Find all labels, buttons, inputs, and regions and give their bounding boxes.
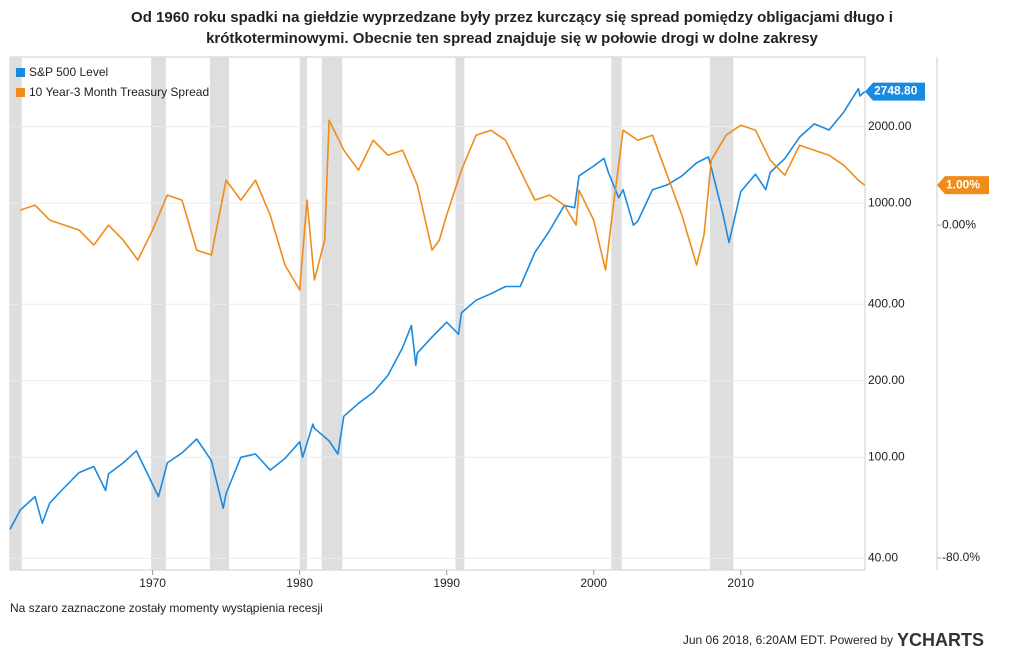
y-tick-label: 1000.00 <box>868 195 912 209</box>
legend-label: S&P 500 Level <box>29 65 108 79</box>
recession-band <box>709 57 734 570</box>
x-tick-label: 2000 <box>580 576 607 590</box>
recession-band <box>455 57 465 570</box>
chart-title: krótkoterminowymi. Obecnie ten spread zn… <box>206 30 818 47</box>
y-tick-label: 200.00 <box>868 373 905 387</box>
last-value-label: 2748.80 <box>874 84 918 98</box>
last-value-label: 1.00% <box>946 177 980 191</box>
recession-band <box>151 57 166 570</box>
x-tick-label: 1990 <box>433 576 460 590</box>
recession-band <box>10 57 22 570</box>
y2-tick-label: 0.00% <box>942 217 976 231</box>
y-tick-label: 400.00 <box>868 296 905 310</box>
legend-label: 10 Year-3 Month Treasury Spread <box>29 85 209 99</box>
y-tick-label: 100.00 <box>868 449 905 463</box>
x-tick-label: 1980 <box>286 576 313 590</box>
recession-band <box>299 57 308 570</box>
legend-swatch <box>16 68 25 77</box>
chart-title: Od 1960 roku spadki na giełdzie wyprzedz… <box>131 9 893 26</box>
last-value-flag <box>937 176 989 195</box>
source: Jun 06 2018, 6:20AM EDT. Powered by <box>683 633 893 647</box>
plot-area <box>9 56 866 571</box>
recession-band <box>611 57 622 570</box>
x-tick-label: 1970 <box>139 576 166 590</box>
y2-tick-label: -80.0% <box>942 550 980 564</box>
recession-band <box>321 57 343 570</box>
series-line <box>20 119 866 291</box>
y-tick-label: 2000.00 <box>868 119 912 133</box>
last-value-flag <box>865 82 925 101</box>
legend-swatch <box>16 88 25 97</box>
brand: YCHARTS <box>897 630 984 650</box>
y-tick-label: 40.00 <box>868 551 898 565</box>
footnote: Na szaro zaznaczone zostały momenty wyst… <box>10 601 323 615</box>
x-tick-label: 2010 <box>727 576 754 590</box>
series-line <box>9 87 866 530</box>
